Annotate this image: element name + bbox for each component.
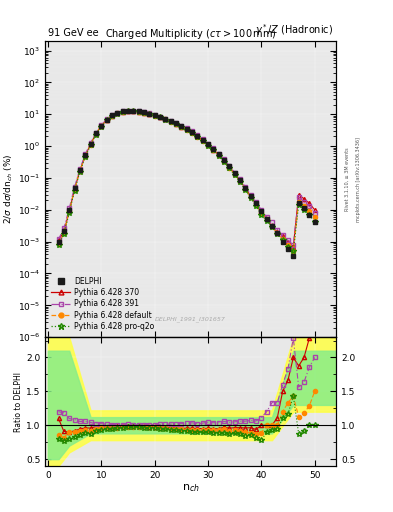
Text: 91 GeV ee: 91 GeV ee: [48, 28, 99, 38]
Legend: DELPHI, Pythia 6.428 370, Pythia 6.428 391, Pythia 6.428 default, Pythia 6.428 p: DELPHI, Pythia 6.428 370, Pythia 6.428 3…: [49, 274, 157, 333]
Text: DELPHI_1991_I301657: DELPHI_1991_I301657: [155, 316, 226, 323]
Text: Rivet 3.1.10, ≥ 3M events: Rivet 3.1.10, ≥ 3M events: [345, 147, 350, 211]
Text: $\gamma^*/Z$ (Hadronic): $\gamma^*/Z$ (Hadronic): [255, 22, 333, 38]
X-axis label: n$_{ch}$: n$_{ch}$: [182, 482, 200, 495]
Y-axis label: 2/$\sigma$ d$\sigma$/dn$_{ch}$ (%): 2/$\sigma$ d$\sigma$/dn$_{ch}$ (%): [2, 154, 15, 224]
Text: mcplots.cern.ch [arXiv:1306.3436]: mcplots.cern.ch [arXiv:1306.3436]: [356, 137, 361, 222]
Y-axis label: Ratio to DELPHI: Ratio to DELPHI: [14, 372, 23, 432]
Title: Charged Multiplicity $(c\tau > 100\,\mathrm{mm})$: Charged Multiplicity $(c\tau > 100\,\mat…: [105, 27, 277, 41]
